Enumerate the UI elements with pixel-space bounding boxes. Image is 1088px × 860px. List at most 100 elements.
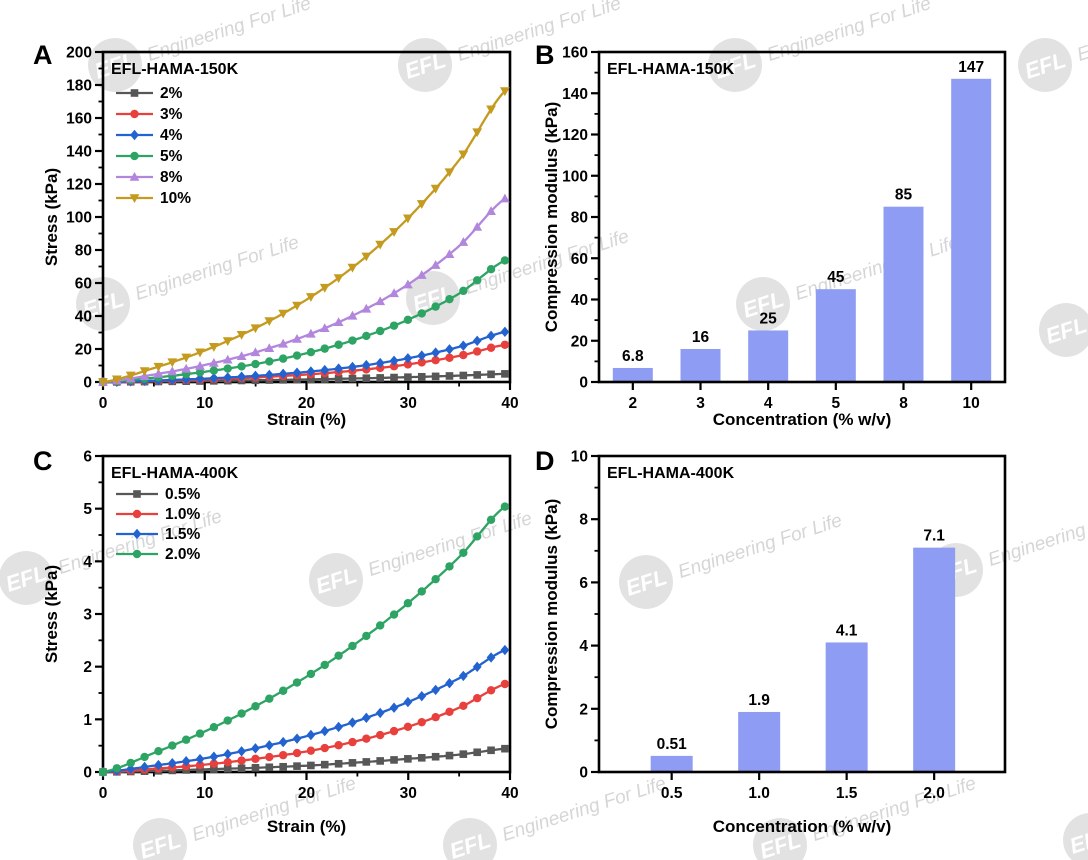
marker-circle <box>181 735 191 744</box>
marker-circle <box>195 760 205 770</box>
marker-triangle-down <box>416 200 427 209</box>
marker-triangle-down <box>129 194 140 203</box>
marker-diamond <box>237 371 246 382</box>
marker-square <box>390 756 398 764</box>
marker-triangle-up <box>264 343 275 353</box>
marker-square <box>334 759 343 768</box>
legend-item-10%: 10% <box>116 190 191 207</box>
bar-value-label: 4.1 <box>836 622 858 639</box>
y-tick-label: 80 <box>571 210 588 227</box>
marker-triangle-down <box>250 324 261 334</box>
legend-item-8%: 8% <box>116 169 183 186</box>
y-axis-title: Compression modulus (kPa) <box>542 102 561 332</box>
marker-square <box>334 375 343 383</box>
marker-square <box>417 754 426 762</box>
marker-circle <box>265 357 274 366</box>
marker-circle <box>403 315 413 324</box>
x-tick-label: 10 <box>196 395 213 412</box>
marker-square <box>320 375 329 383</box>
y-tick-label: 6 <box>83 449 92 466</box>
x-tick-label: 2.0 <box>923 785 945 802</box>
marker-triangle-down <box>208 343 219 352</box>
panel-A: 0 20 40 60 80 100 120 140 160 180 200 Stress (kPa) 0… <box>33 40 519 429</box>
watermark-logo-circle <box>1018 38 1072 92</box>
marker-diamond <box>334 721 344 733</box>
marker-square <box>459 371 468 380</box>
watermark-logo-circle <box>753 818 807 860</box>
marker-triangle-up <box>208 357 219 367</box>
marker-diamond <box>361 359 371 371</box>
series-line <box>102 682 506 774</box>
marker-triangle-down <box>153 362 164 372</box>
legend: 0.5% 1.0% 1.5% 2.0% <box>116 486 201 563</box>
marker-circle <box>306 347 316 357</box>
marker-square <box>445 751 454 760</box>
series-1.5% <box>98 644 510 778</box>
y-axis-title: Stress (kPa) <box>42 168 61 266</box>
x-tick-label: 10 <box>963 395 980 412</box>
marker-circle <box>445 707 454 717</box>
marker-triangle-up <box>402 279 413 289</box>
marker-diamond <box>292 367 302 378</box>
marker-triangle-up <box>347 310 358 320</box>
marker-diamond <box>361 712 371 724</box>
marker-square <box>237 764 246 773</box>
marker-square <box>265 763 274 772</box>
marker-square <box>348 374 357 383</box>
marker-triangle-down <box>389 228 399 237</box>
marker-diamond <box>209 373 219 384</box>
bar-value-label: 1.9 <box>748 692 770 709</box>
marker-triangle-up <box>319 323 330 333</box>
x-tick-label: 3 <box>696 395 705 412</box>
marker-diamond <box>306 366 316 377</box>
marker-triangle-up <box>292 333 302 343</box>
x-tick-label: 40 <box>501 395 518 412</box>
marker-diamond <box>500 326 510 338</box>
marker-diamond <box>264 369 274 381</box>
marker-diamond <box>306 729 316 741</box>
marker-circle <box>265 752 274 762</box>
x-tick-label: 4 <box>764 395 773 412</box>
x-tick-label: 1.5 <box>836 785 858 802</box>
marker-diamond <box>417 350 427 361</box>
marker-triangle-down <box>347 263 358 273</box>
marker-triangle-down <box>98 378 108 387</box>
marker-circle <box>459 701 468 710</box>
x-tick-label: 0 <box>99 785 108 802</box>
marker-triangle-down <box>333 274 344 284</box>
y-tick-label: 4 <box>579 638 588 655</box>
x-tick-label: 0 <box>99 395 108 412</box>
y-tick-label: 40 <box>571 292 588 309</box>
marker-diamond <box>292 733 302 744</box>
plot-frame <box>597 50 1007 384</box>
marker-circle <box>362 631 371 641</box>
legend-label: 4% <box>160 127 183 144</box>
marker-circle <box>459 350 468 360</box>
bar-value-label: 6.8 <box>622 348 644 365</box>
bar-3 <box>680 349 721 382</box>
bar-value-label: 0.51 <box>657 736 688 753</box>
marker-diamond <box>132 528 142 540</box>
marker-circle <box>389 321 399 330</box>
marker-circle <box>348 336 357 345</box>
legend-item-0.5%: 0.5% <box>116 486 201 503</box>
bars: 6.8 16 25 45 85 147 <box>612 59 992 382</box>
marker-circle <box>126 758 135 768</box>
bar-value-label: 147 <box>958 59 984 76</box>
y-tick-label: 200 <box>66 45 92 62</box>
marker-circle <box>431 574 440 584</box>
marker-square <box>279 762 287 771</box>
legend-label: 8% <box>160 169 183 186</box>
marker-triangle-down <box>139 367 150 377</box>
y-tick-label: 180 <box>66 78 92 95</box>
legend-label: 5% <box>160 148 183 165</box>
marker-diamond <box>223 372 233 383</box>
marker-circle <box>445 294 454 304</box>
marker-circle <box>306 669 316 679</box>
marker-circle <box>486 343 496 352</box>
legend-label: 1.0% <box>165 506 201 523</box>
y-tick-label: 160 <box>562 45 588 62</box>
marker-triangle-down <box>264 317 275 327</box>
